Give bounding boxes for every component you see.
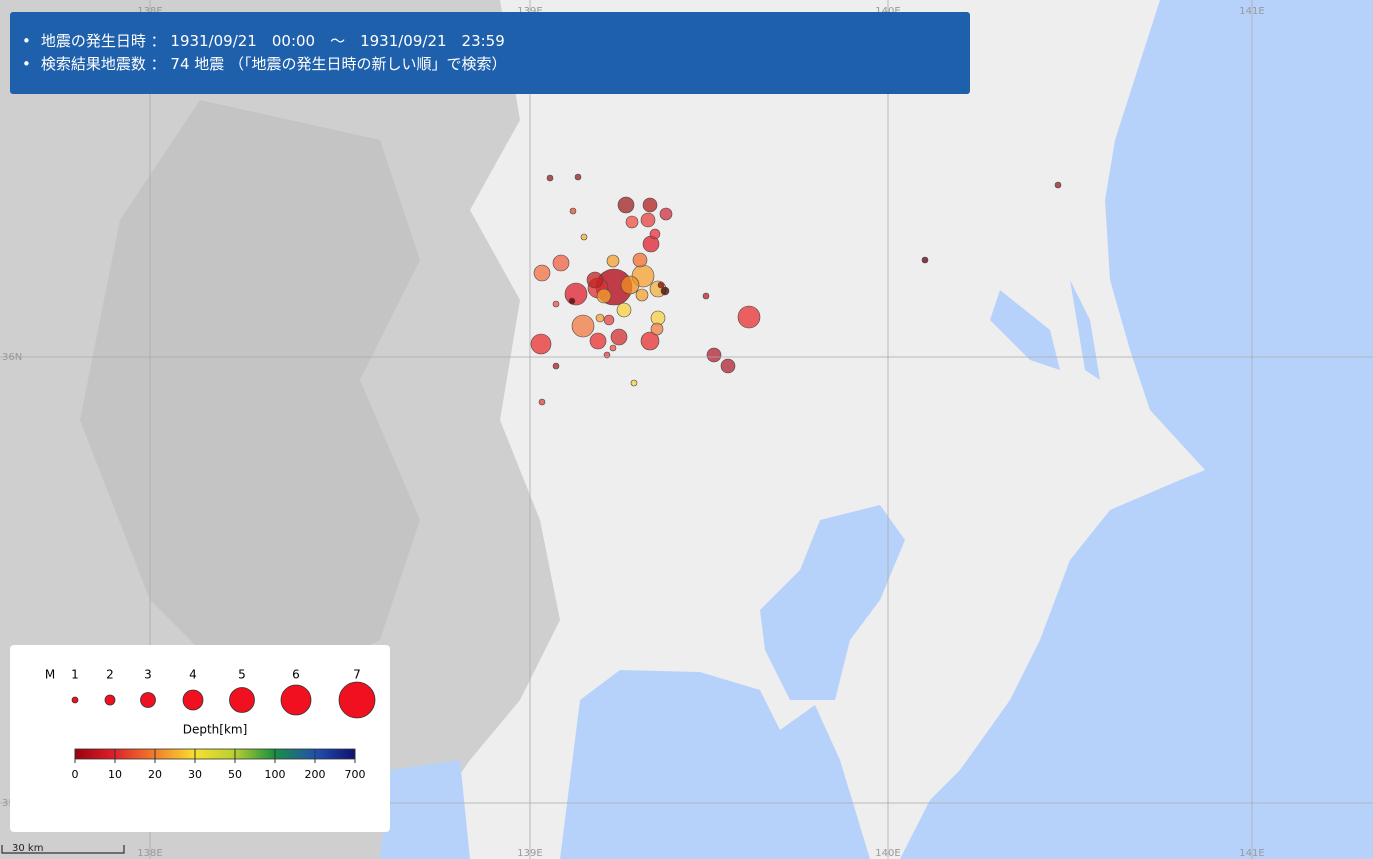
longitude-label: 139E bbox=[517, 6, 542, 17]
legend: M Depth[km] 1 2 3 4 5 6 7 0 10 20 30 50 100 200 700 bbox=[10, 645, 390, 832]
magnitude-value: 2 bbox=[106, 668, 114, 682]
earthquake bbox=[596, 288, 612, 304]
depth-value: 700 bbox=[345, 768, 366, 781]
earthquake bbox=[580, 233, 588, 241]
magnitude-value: 6 bbox=[292, 668, 300, 682]
magnitude-symbol bbox=[338, 681, 376, 719]
lake bbox=[990, 280, 1100, 380]
earthquake bbox=[552, 254, 570, 272]
suruga-bay bbox=[380, 760, 470, 859]
longitude-label: 139E bbox=[517, 848, 542, 859]
magnitude-label: M bbox=[45, 668, 55, 682]
depth-value: 200 bbox=[305, 768, 326, 781]
depth-value: 50 bbox=[228, 768, 242, 781]
earthquake bbox=[737, 305, 761, 329]
scale-label: 30 km bbox=[12, 843, 43, 854]
longitude-label: 141E bbox=[1239, 848, 1264, 859]
earthquake bbox=[630, 379, 638, 387]
earthquake bbox=[569, 207, 577, 215]
earthquake bbox=[571, 314, 595, 338]
magnitude-symbol bbox=[182, 689, 204, 711]
depth-color-bar bbox=[74, 748, 356, 760]
earthquake bbox=[650, 322, 664, 336]
earthquake bbox=[603, 314, 615, 326]
longitude-label: 141E bbox=[1239, 6, 1264, 17]
depth-value: 10 bbox=[108, 768, 122, 781]
earthquakes bbox=[530, 173, 1062, 406]
earthquake bbox=[642, 197, 658, 213]
magnitude-value: 1 bbox=[71, 668, 79, 682]
earthquake bbox=[568, 297, 576, 305]
earthquake bbox=[574, 173, 582, 181]
earthquake bbox=[635, 288, 649, 302]
earthquake bbox=[921, 256, 929, 264]
earthquake bbox=[620, 275, 640, 295]
magnitude-value: 5 bbox=[238, 668, 246, 682]
earthquake bbox=[659, 207, 673, 221]
earthquake bbox=[1054, 181, 1062, 189]
earthquake bbox=[589, 332, 607, 350]
tokyo-bay bbox=[760, 505, 905, 700]
earthquake bbox=[657, 281, 665, 289]
earthquake bbox=[546, 174, 554, 182]
earthquake bbox=[640, 331, 660, 351]
magnitude-symbol bbox=[280, 684, 312, 716]
depth-value: 30 bbox=[188, 768, 202, 781]
earthquake bbox=[706, 347, 722, 363]
longitude-label: 140E bbox=[875, 6, 900, 17]
earthquake bbox=[720, 358, 736, 374]
earthquake bbox=[625, 215, 639, 229]
magnitude-value: 3 bbox=[144, 668, 152, 682]
earthquake bbox=[632, 252, 648, 268]
earthquake bbox=[530, 333, 552, 355]
latitude-label: 36N bbox=[2, 352, 22, 363]
earthquake bbox=[660, 286, 670, 296]
earthquake bbox=[552, 300, 560, 308]
sagami-bay bbox=[560, 670, 870, 859]
magnitude-symbol bbox=[229, 687, 255, 713]
earthquake bbox=[609, 344, 617, 352]
earthquake bbox=[564, 282, 588, 306]
search-info: 地震の発生日時 ： 1931/09/21 00:00 ～ 1931/09/21 … bbox=[10, 12, 970, 94]
depth-title: Depth[km] bbox=[183, 723, 248, 737]
longitude-label: 138E bbox=[137, 6, 162, 17]
earthquake bbox=[552, 362, 560, 370]
scale-bar bbox=[1, 845, 125, 854]
earthquake bbox=[649, 228, 661, 240]
info-line: 検索結果地震数 ： 74 地震 （「地震の発生日時の新しい順」で検索） bbox=[22, 53, 970, 76]
magnitude-symbol bbox=[140, 692, 156, 708]
earthquake bbox=[538, 398, 546, 406]
earthquake bbox=[610, 328, 628, 346]
magnitude-value: 4 bbox=[189, 668, 197, 682]
depth-value: 0 bbox=[72, 768, 79, 781]
sea bbox=[900, 0, 1373, 859]
depth-value: 20 bbox=[148, 768, 162, 781]
earthquake bbox=[702, 292, 710, 300]
magnitude-symbol bbox=[71, 696, 79, 704]
earthquake bbox=[616, 302, 632, 318]
magnitude-value: 7 bbox=[353, 668, 361, 682]
earthquake bbox=[617, 196, 635, 214]
info-line: 地震の発生日時 ： 1931/09/21 00:00 ～ 1931/09/21 … bbox=[22, 30, 970, 53]
earthquake bbox=[595, 313, 605, 323]
magnitude-symbol bbox=[104, 694, 116, 706]
earthquake bbox=[640, 212, 656, 228]
earthquake bbox=[606, 254, 620, 268]
longitude-label: 138E bbox=[137, 848, 162, 859]
earthquake bbox=[533, 264, 551, 282]
earthquake bbox=[586, 271, 604, 289]
longitude-label: 140E bbox=[875, 848, 900, 859]
depth-value: 100 bbox=[265, 768, 286, 781]
earthquake bbox=[603, 351, 611, 359]
mountain-area bbox=[80, 100, 420, 700]
